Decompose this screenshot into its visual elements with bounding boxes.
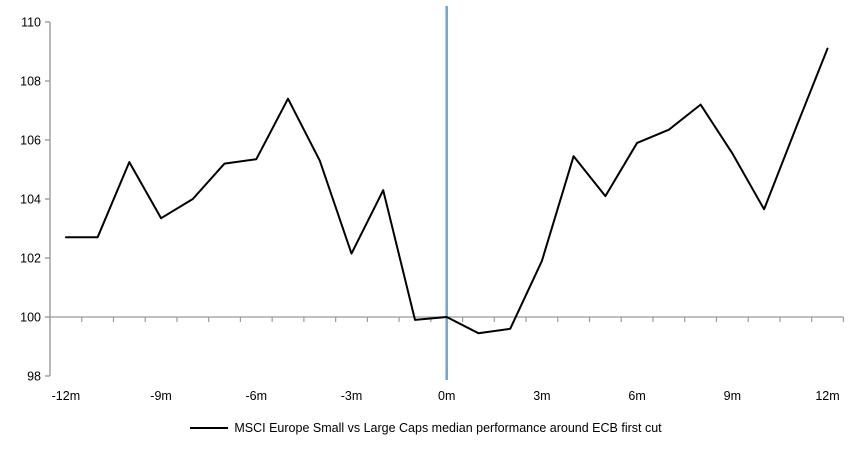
x-axis-tick-label: 3m — [533, 389, 550, 403]
y-axis-tick-label: 106 — [20, 134, 41, 148]
y-axis-tick-label: 100 — [20, 311, 41, 325]
y-axis-tick-label: 108 — [20, 75, 41, 89]
y-axis-tick-label: 110 — [21, 16, 41, 30]
x-axis-tick-label: -12m — [52, 389, 80, 403]
x-axis-tick-label: -9m — [150, 389, 172, 403]
legend-line-swatch — [190, 427, 229, 429]
y-axis-tick-label: 98 — [27, 370, 41, 384]
y-axis-tick-label: 104 — [20, 193, 41, 207]
y-axis-tick-label: 102 — [20, 252, 41, 266]
x-axis-tick-label: 9m — [724, 389, 741, 403]
x-axis-tick-label: 12m — [815, 389, 839, 403]
x-axis-tick-label: 6m — [628, 389, 645, 403]
x-axis-tick-label: -3m — [341, 389, 363, 403]
x-axis-tick-label: -6m — [246, 389, 268, 403]
x-axis-tick-label: 0m — [438, 389, 455, 403]
series-line-msci-small-vs-large — [64, 47, 829, 335]
legend: MSCI Europe Small vs Large Caps median p… — [0, 419, 852, 437]
legend-label: MSCI Europe Small vs Large Caps median p… — [234, 421, 662, 435]
